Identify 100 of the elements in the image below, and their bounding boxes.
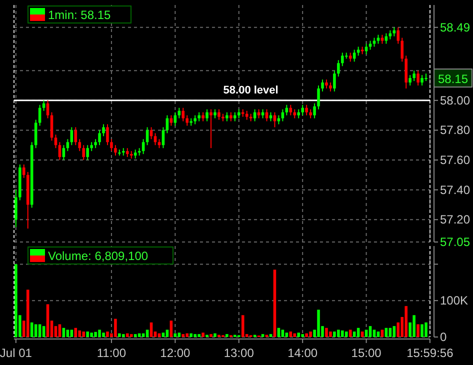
candlestick [114,144,117,156]
bar [30,322,34,337]
candlestick [289,104,292,116]
x-tick-label: 15:59:56 [406,346,454,360]
y-tick-label: 100K [440,294,468,308]
bar [122,334,125,337]
y-tick-label: 58.00 [440,93,470,108]
candlestick [265,108,268,122]
bar [182,334,185,337]
candlestick [400,37,404,62]
bar [380,330,384,337]
bar [26,290,30,337]
candlestick [98,130,101,146]
bar [333,332,336,337]
candlestick [54,134,58,149]
bar [202,332,204,337]
bar [190,333,192,337]
legend-label: 1min: 58.15 [48,8,112,22]
bar [162,332,165,337]
bar [281,330,284,337]
bar [285,332,288,337]
bar [66,330,70,337]
bar [134,334,137,337]
bar [226,334,228,337]
bar [90,332,93,337]
candlestick [178,107,181,119]
candlestick [186,114,189,126]
bar [412,315,416,337]
x-tick-label: Jul 01 [0,346,32,360]
bar [70,330,74,337]
y-tick-label: 57.80 [440,123,470,138]
candlestick [82,144,85,161]
bar [337,330,340,337]
bar [114,318,117,337]
bar [297,332,300,337]
bar [404,306,408,337]
bar [106,332,109,337]
candlestick [46,100,50,119]
bar [210,334,212,337]
candlestick [74,126,78,146]
bar [178,332,181,337]
x-tick-label: 13:00 [224,346,254,360]
candlestick [206,108,208,122]
candlestick [285,104,288,116]
text: 58.15 [438,72,468,86]
bar [329,332,332,337]
candlestick [42,100,46,112]
candlestick [62,144,66,161]
candlestick [420,74,424,86]
bar [46,304,50,337]
candlestick [146,126,149,146]
candlestick [182,107,185,122]
x-tick-label: 14:00 [288,346,318,360]
candlestick [341,52,344,67]
candlestick [301,104,304,116]
bar [364,330,368,337]
y-tick-label: 57.60 [440,153,470,168]
x-tick-label: 12:00 [160,346,191,360]
candlestick [154,132,157,146]
candlestick [162,126,165,149]
candlestick [384,32,388,44]
bar [86,332,89,337]
candlestick [313,102,316,119]
bar [146,330,149,337]
candlestick [38,104,42,126]
bar [420,324,424,337]
bar [360,332,364,337]
bar [14,264,18,337]
bar [166,330,169,337]
candlestick [404,55,408,89]
x-tick-label: 15:00 [351,346,382,360]
candlestick [416,70,420,86]
bar [301,334,304,337]
bar [150,322,153,337]
bar [42,326,46,337]
bar [102,332,105,337]
candlestick [333,70,336,92]
candlestick [58,142,62,161]
bar [269,334,272,337]
candlestick [14,189,18,228]
bar [78,330,82,337]
candlestick [22,164,26,178]
bar [424,322,428,337]
bar [376,332,380,337]
candlestick [150,126,153,140]
bar [273,270,276,337]
candlestick [364,43,368,55]
ref-line-label: 58.00 level [223,84,278,96]
candlestick [210,108,212,149]
y-tick-label: 57.40 [440,182,470,197]
bar [198,334,200,337]
bar [126,333,129,337]
candlestick [337,60,340,78]
bar [82,332,85,337]
bar [305,333,308,337]
x-tick-label: 11:00 [96,346,126,360]
bar [214,333,216,337]
bar [170,320,173,337]
candlestick [110,138,113,152]
candlestick [78,138,82,152]
